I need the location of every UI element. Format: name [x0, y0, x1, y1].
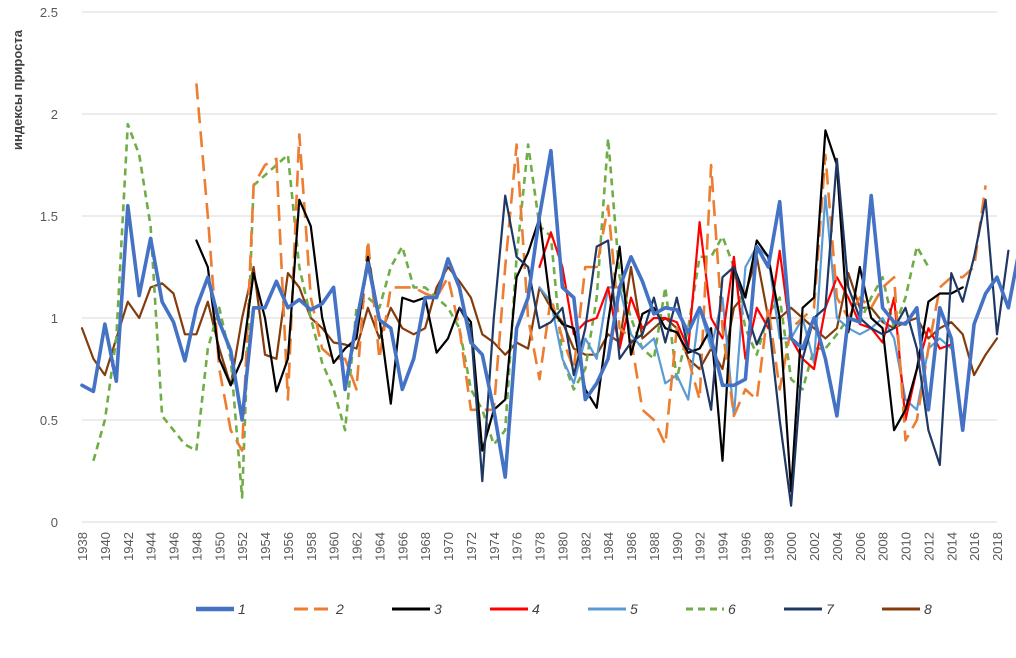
- x-tick-label: 1964: [372, 532, 387, 561]
- series-line-2: [195, 83, 987, 452]
- x-tick-label: 1982: [578, 532, 593, 561]
- x-tick-label: 2000: [784, 532, 799, 561]
- x-tick-label: 2002: [807, 532, 822, 561]
- x-axis: 1938 1940 1942 1944 1946 1948 1950 1952 1954 1956…: [75, 532, 1005, 561]
- y-axis: 0 0.5 1 1.5 2 2.5: [40, 5, 58, 530]
- legend-label: 6: [728, 601, 736, 617]
- y-tick-label: 1.5: [40, 209, 58, 224]
- x-tick-label: 1966: [395, 532, 410, 561]
- x-tick-label: 1990: [670, 532, 685, 561]
- legend-item-8: 8: [882, 601, 932, 617]
- x-tick-label: 2006: [853, 532, 868, 561]
- x-tick-label: 1992: [693, 532, 708, 561]
- x-tick-label: 1940: [98, 532, 113, 561]
- legend-item-6: 6: [686, 601, 736, 617]
- legend-label: 4: [532, 601, 540, 617]
- series-line-7: [458, 157, 1010, 507]
- x-tick-label: 2008: [876, 532, 891, 561]
- legend-item-2: 2: [294, 601, 344, 617]
- x-tick-label: 1954: [258, 532, 273, 561]
- y-tick-label: 2.5: [40, 5, 58, 20]
- x-tick-label: 1988: [647, 532, 662, 561]
- x-tick-label: 1958: [304, 532, 319, 561]
- legend-item-7: 7: [784, 601, 835, 617]
- x-tick-label: 1952: [235, 532, 250, 561]
- x-tick-label: 1956: [281, 532, 296, 561]
- y-tick-label: 2: [51, 107, 58, 122]
- legend-label: 1: [238, 601, 246, 617]
- y-tick-label: 0: [51, 515, 58, 530]
- x-tick-label: 2012: [921, 532, 936, 561]
- x-tick-label: 2016: [967, 532, 982, 561]
- x-tick-label: 1974: [487, 532, 502, 561]
- x-tick-label: 1938: [75, 532, 90, 561]
- x-tick-label: 1942: [121, 532, 136, 561]
- x-tick-label: 1976: [510, 532, 525, 561]
- x-tick-label: 1986: [624, 532, 639, 561]
- x-tick-label: 2018: [990, 532, 1005, 561]
- x-tick-label: 1962: [350, 532, 365, 561]
- x-tick-label: 1994: [716, 532, 731, 561]
- x-tick-label: 1946: [167, 532, 182, 561]
- x-tick-label: 2004: [830, 532, 845, 561]
- legend-label: 3: [434, 601, 442, 617]
- series-layer: [80, 83, 1016, 507]
- legend-item-1: 1: [196, 601, 246, 617]
- x-tick-label: 1978: [533, 532, 548, 561]
- series-line-1: [80, 148, 1016, 479]
- x-tick-label: 1948: [189, 532, 204, 561]
- legend-item-4: 4: [490, 601, 540, 617]
- x-tick-label: 1998: [761, 532, 776, 561]
- x-tick-label: 1970: [441, 532, 456, 561]
- y-tick-label: 0.5: [40, 413, 58, 428]
- legend-item-5: 5: [588, 601, 638, 617]
- x-tick-label: 1950: [212, 532, 227, 561]
- x-tick-label: 2014: [944, 532, 959, 561]
- x-tick-label: 1960: [327, 532, 342, 561]
- x-tick-label: 1968: [418, 532, 433, 561]
- x-tick-label: 1980: [555, 532, 570, 561]
- legend-label: 5: [630, 601, 638, 617]
- x-tick-label: 1944: [144, 532, 159, 561]
- legend-label: 2: [335, 601, 344, 617]
- x-tick-label: 2010: [899, 532, 914, 561]
- y-axis-label: индексы прироста: [10, 29, 25, 150]
- x-tick-label: 1996: [738, 532, 753, 561]
- x-tick-label: 1972: [464, 532, 479, 561]
- legend-item-3: 3: [392, 601, 442, 617]
- legend: 1 2 3 4 5 6 7 8: [196, 601, 932, 617]
- x-tick-label: 1984: [601, 532, 616, 561]
- y-tick-label: 1: [51, 311, 58, 326]
- legend-label: 7: [826, 601, 835, 617]
- legend-label: 8: [924, 601, 932, 617]
